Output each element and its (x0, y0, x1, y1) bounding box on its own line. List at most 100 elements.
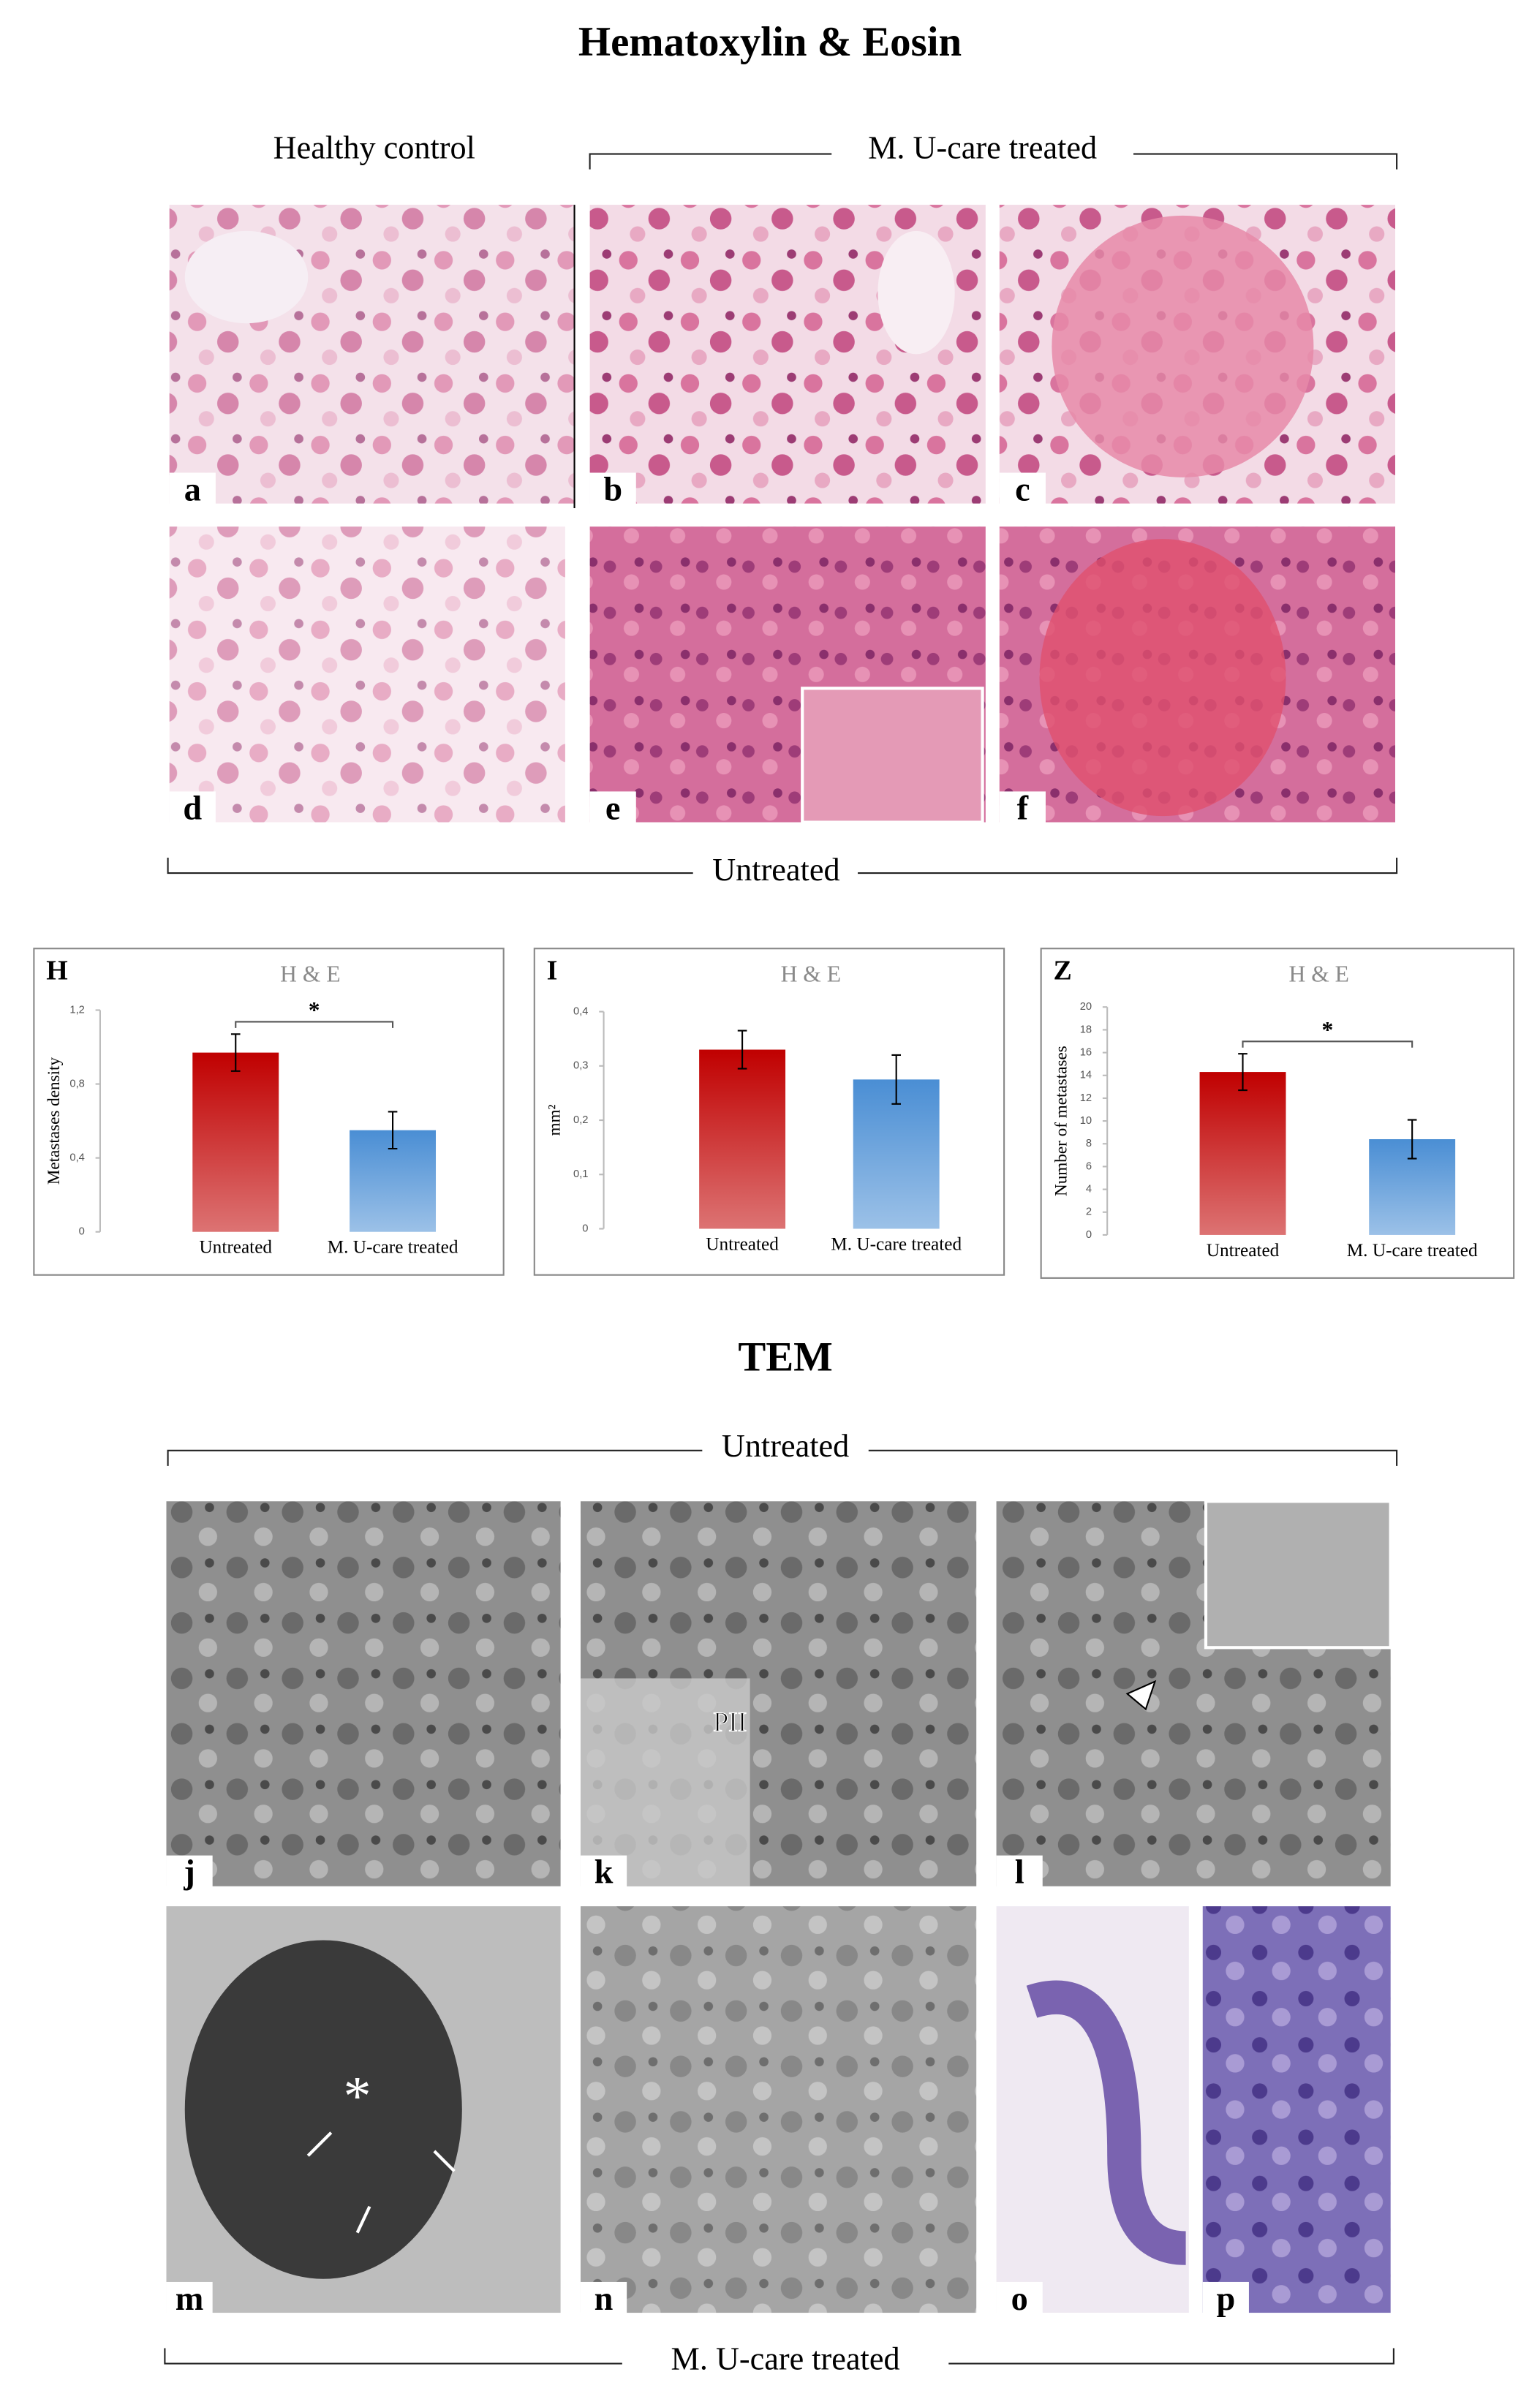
annotation: * (344, 2066, 371, 2127)
bracket (164, 2348, 1394, 2365)
y-tick-label: 0,3 (573, 1060, 588, 1072)
panel-letter: H (46, 956, 67, 986)
x-tick-label: Untreated (199, 1237, 272, 1258)
significance-label: * (1321, 1017, 1333, 1043)
bracket (167, 857, 1398, 874)
image-detail (184, 1940, 462, 2279)
he-images (169, 205, 1395, 824)
error-bar (1238, 1053, 1248, 1092)
chart-title: H & E (1289, 961, 1349, 986)
error-bar (388, 1111, 398, 1150)
panel-letter: a (184, 472, 201, 509)
panel-letter: j (183, 1854, 195, 1892)
image (166, 1501, 561, 1886)
significance-bracket (1242, 1040, 1413, 1048)
panel-letter-box (1202, 2281, 1249, 2322)
image-detail (1026, 1980, 1187, 2265)
annotation: PII (713, 1707, 747, 1737)
panel-letter-box (169, 472, 216, 513)
x-tick-label: M. U-care treated (1347, 1240, 1478, 1261)
panel-letter: I (547, 956, 558, 986)
image (580, 1906, 977, 2313)
y-tick-label: 0,1 (573, 1168, 588, 1180)
group-label: Healthy control (273, 130, 475, 166)
inset (1204, 1500, 1392, 1650)
group-label: Untreated (722, 1428, 849, 1464)
bar (699, 1049, 786, 1229)
y-tick-label: 0,4 (69, 1152, 84, 1164)
y-axis-label: Number of metastases (1052, 1046, 1071, 1196)
y-tick-label: 2 (1086, 1206, 1092, 1218)
figure-title: Hematoxylin & Eosin (578, 19, 962, 65)
panel-letter-box (169, 791, 216, 832)
arrows (306, 2131, 456, 2234)
section-title: TEM (738, 1334, 832, 1380)
error-bar (891, 1054, 902, 1105)
panel-letter: f (1017, 790, 1029, 827)
image-detail (1039, 539, 1286, 817)
y-tick-label: 6 (1086, 1160, 1092, 1172)
panel-letter-box (999, 472, 1046, 513)
bar (192, 1052, 279, 1232)
significance-label: * (309, 997, 320, 1023)
image-detail (184, 230, 309, 324)
y-axis-label: Metastases density (45, 1057, 64, 1185)
panel-letter-box (166, 1855, 213, 1896)
group-label: Untreated (712, 852, 839, 888)
panel-letter: o (1011, 2281, 1028, 2318)
error-bar (737, 1030, 747, 1070)
panel-letter-box (166, 2281, 213, 2322)
chart-title: H & E (280, 961, 340, 986)
error-bar (230, 1033, 241, 1072)
panel-letter-box (580, 2281, 627, 2322)
panel-letter: k (595, 1854, 614, 1892)
y-tick-label: 0 (1086, 1229, 1092, 1241)
bracket (589, 153, 1398, 170)
group-label: M. U-care treated (671, 2341, 900, 2377)
inset (801, 687, 984, 824)
panel-letter-box (996, 2281, 1043, 2322)
panel-letter: d (183, 790, 202, 827)
y-tick-label: 10 (1080, 1115, 1092, 1127)
panel-letter-box (580, 1855, 627, 1896)
bracket (167, 1449, 1398, 1466)
panel-letter-box (589, 472, 636, 513)
image-detail (877, 230, 955, 355)
error-bar (1407, 1119, 1417, 1160)
panel-letter: e (605, 790, 621, 827)
image-detail (1052, 215, 1314, 477)
panel-letter: Z (1053, 956, 1071, 986)
image (1202, 1906, 1391, 2313)
y-tick-label: 4 (1086, 1183, 1092, 1195)
y-tick-label: 0,4 (573, 1005, 588, 1017)
y-tick-label: 0,8 (69, 1078, 84, 1089)
panel-letter: c (1015, 472, 1030, 509)
x-tick-label: Untreated (1207, 1240, 1280, 1261)
arrowhead (1125, 1680, 1157, 1711)
panel-letter: n (595, 2281, 614, 2318)
panel-letter-box (589, 791, 636, 832)
panel-letter: p (1216, 2281, 1235, 2318)
y-axis-label: mm² (546, 1105, 565, 1136)
y-tick-label: 0,2 (573, 1114, 588, 1126)
x-tick-label: M. U-care treated (328, 1237, 458, 1258)
tem-images (166, 1500, 1392, 2313)
y-tick-label: 16 (1080, 1046, 1092, 1058)
panel-letter: l (1015, 1854, 1024, 1892)
x-tick-label: Untreated (706, 1233, 779, 1254)
chart-title: H & E (781, 961, 841, 986)
y-tick-label: 0 (79, 1226, 85, 1238)
panel-letter: m (175, 2281, 204, 2318)
image-detail (580, 1678, 750, 1886)
panel-letter: b (603, 472, 622, 509)
panel-letter-box (999, 791, 1046, 832)
y-tick-label: 20 (1080, 1001, 1092, 1013)
significance-bracket (235, 1021, 394, 1028)
panel-letter-box (996, 1855, 1043, 1896)
y-tick-label: 8 (1086, 1138, 1092, 1149)
y-tick-label: 1,2 (69, 1004, 84, 1016)
y-tick-label: 14 (1080, 1070, 1092, 1081)
y-tick-label: 0 (582, 1223, 588, 1234)
y-tick-label: 18 (1080, 1024, 1092, 1035)
